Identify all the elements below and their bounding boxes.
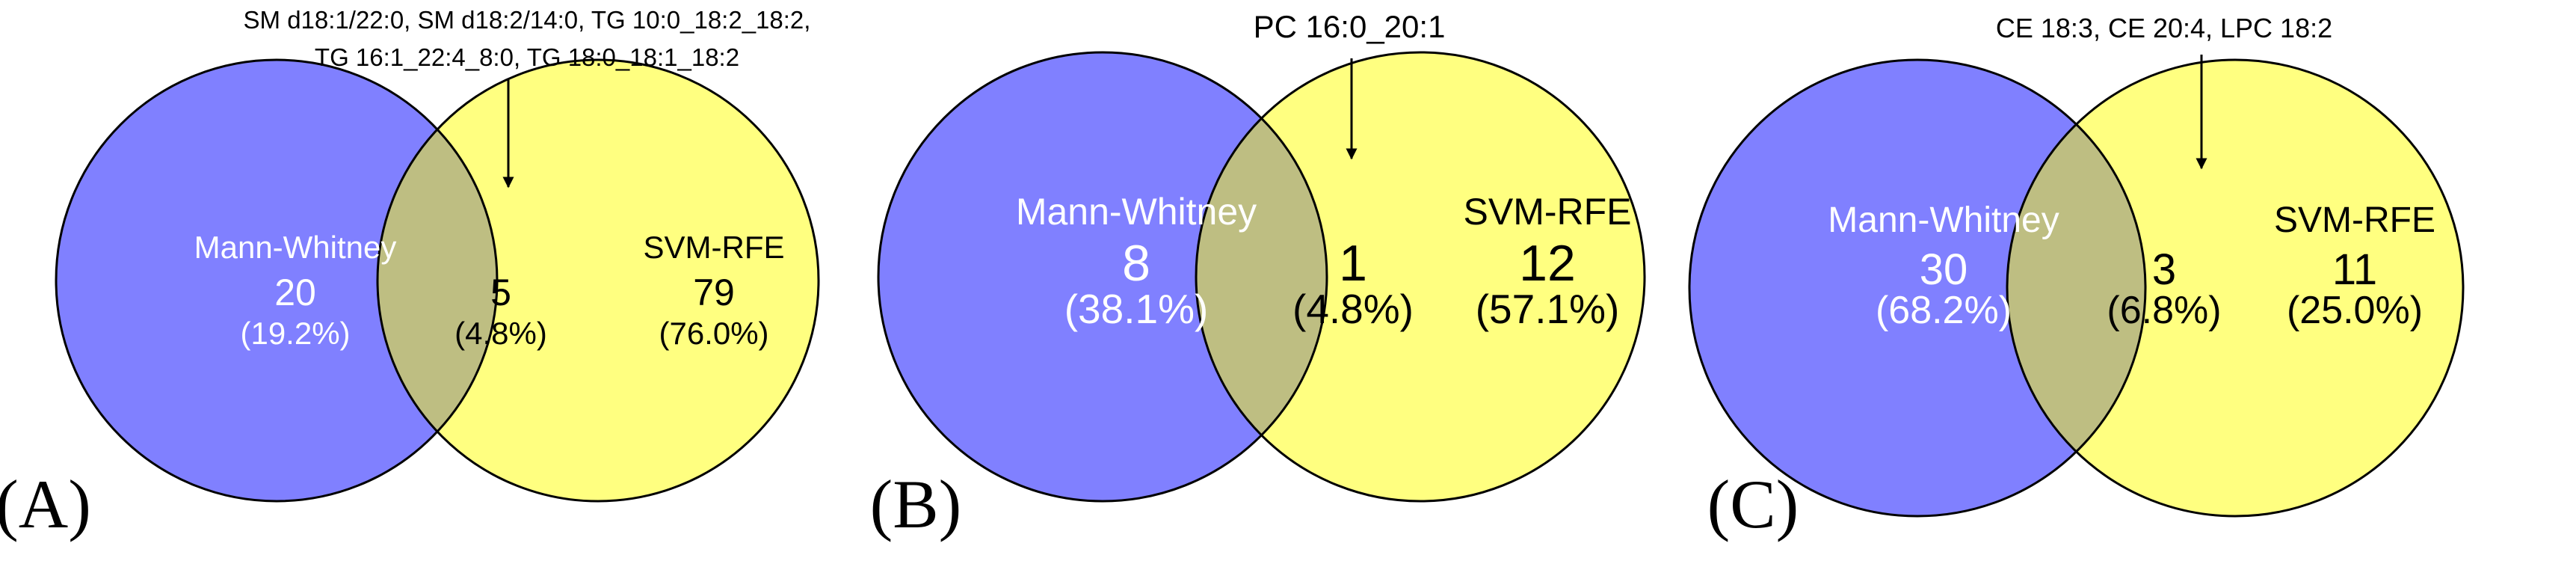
svm-rfe-set-outline: [376, 58, 820, 503]
mann-whitney-set-outline: [1688, 58, 2147, 518]
svm-rfe-set-outline: [2006, 58, 2465, 518]
mann-whitney-set-outline: [55, 58, 499, 503]
panel-tag: (C): [1707, 466, 1799, 542]
svm-rfe-count: 11: [2332, 245, 2377, 294]
mann-whitney-label: Mann-Whitney: [1828, 200, 2059, 240]
svm-rfe-set-circle: [378, 60, 819, 501]
panel-tag: (A): [0, 466, 91, 542]
venn-panel-a: SM d18:1/22:0, SM d18:2/14:0, TG 10:0_18…: [0, 6, 820, 542]
overlap-count: 1: [1339, 235, 1367, 292]
overlap-count: 3: [2152, 245, 2176, 294]
svm-rfe-percent: (76.0%): [659, 316, 768, 351]
overlap-percent: (4.8%): [1292, 286, 1414, 332]
svm-rfe-percent: (25.0%): [2287, 289, 2423, 332]
svm-rfe-count: 12: [1519, 235, 1576, 292]
mann-whitney-count: 8: [1122, 235, 1150, 292]
svm-rfe-label: SVM-RFE: [644, 230, 785, 265]
mann-whitney-set-circle: [878, 52, 1327, 501]
overlap-percent: (6.8%): [2107, 289, 2221, 332]
mann-whitney-percent: (19.2%): [240, 316, 350, 351]
svm-rfe-label: SVM-RFE: [1464, 191, 1632, 233]
overlap-count: 5: [490, 272, 511, 313]
mann-whitney-set-circle: [1689, 60, 2145, 516]
venn-panel-c: CE 18:3, CE 20:4, LPC 18:2 Mann-Whitney 30…: [1688, 13, 2465, 542]
svm-rfe-set-circle: [2007, 60, 2463, 516]
panel-tag: (B): [870, 466, 962, 542]
svm-rfe-label: SVM-RFE: [2274, 200, 2435, 240]
mann-whitney-set-circle: [56, 60, 497, 501]
svm-rfe-set-outline: [1195, 51, 1646, 503]
mann-whitney-label: Mann-Whitney: [1016, 191, 1257, 233]
mann-whitney-count: 20: [274, 272, 316, 313]
svm-rfe-percent: (57.1%): [1476, 286, 1620, 332]
mann-whitney-percent: (68.2%): [1876, 289, 2012, 332]
mann-whitney-count: 30: [1920, 245, 1968, 294]
callout-label: PC 16:0_20:1: [1254, 9, 1446, 44]
svm-rfe-count: 79: [693, 272, 735, 313]
mann-whitney-label: Mann-Whitney: [194, 230, 397, 265]
callout-label: TG 16:1_22:4_8:0, TG 18:0_18:1_18:2: [315, 43, 739, 71]
callout-label: SM d18:1/22:0, SM d18:2/14:0, TG 10:0_18…: [244, 6, 811, 34]
svm-rfe-set-circle: [1196, 52, 1645, 501]
mann-whitney-set-outline: [877, 51, 1328, 503]
callout-label: CE 18:3, CE 20:4, LPC 18:2: [1996, 13, 2332, 43]
mann-whitney-percent: (38.1%): [1064, 286, 1209, 332]
overlap-percent: (4.8%): [455, 316, 547, 351]
